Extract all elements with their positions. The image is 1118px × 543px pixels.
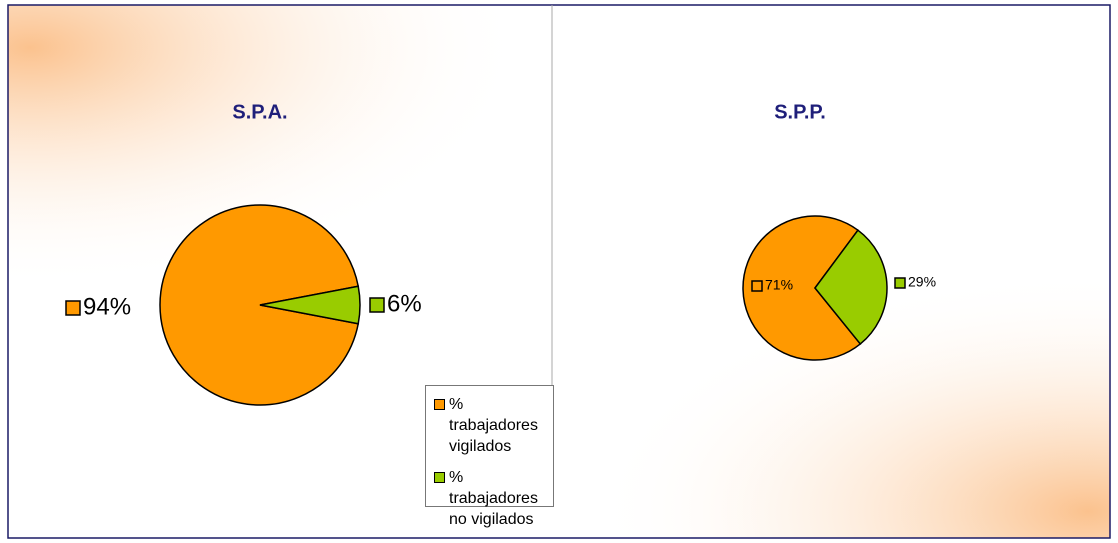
legend-entry: % trabajadores vigilados [434,394,549,457]
label-swatch [751,280,763,292]
label-swatch [894,277,906,289]
data-label: 6% [387,290,422,317]
legend-entry: % trabajadores no vigilados [434,467,549,530]
legend-swatch [434,399,445,410]
pie-slice [159,204,360,406]
data-label: 94% [83,293,131,320]
legend-label: % trabajadores vigilados [449,396,538,455]
data-label: 71% [765,277,793,293]
legend: % trabajadores vigilados % trabajadores n… [425,385,554,528]
pie-slice [259,285,361,325]
label-swatch [369,297,385,313]
legend-label: % trabajadores no vigilados [449,469,538,528]
pie-title: S.P.A. [232,101,287,123]
pie-slice [742,215,862,361]
legend-swatch [434,472,445,483]
pie-slice [814,229,888,346]
data-label: 29% [908,274,936,290]
pie-title: S.P.P. [774,101,826,123]
label-swatch [65,300,81,316]
